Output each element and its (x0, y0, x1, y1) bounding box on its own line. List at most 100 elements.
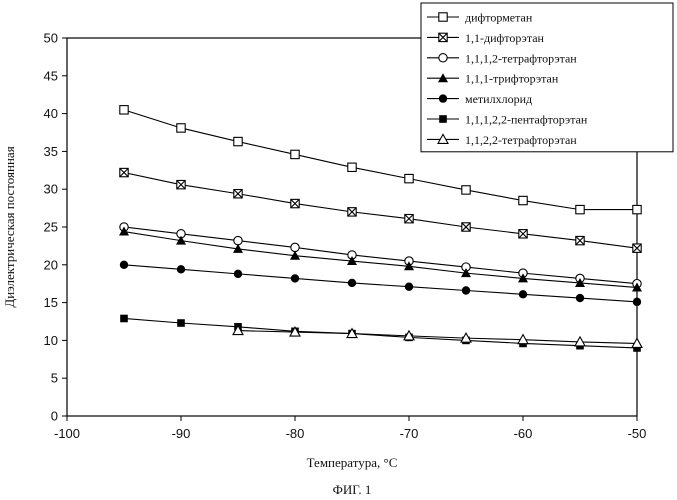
series-line (123, 226, 638, 285)
y-tick-label: 45 (44, 68, 58, 83)
triangle-filled-marker (119, 226, 129, 236)
triangle-open-marker (517, 333, 529, 345)
series-line (237, 330, 638, 344)
circle-open-marker (233, 235, 243, 246)
legend-label: 1,1,1,2,2-пентафторэтан (465, 113, 588, 127)
triangle-open-marker (437, 133, 449, 144)
square-open-marker (119, 105, 129, 115)
series-7 (232, 324, 643, 348)
marker-cross (632, 243, 642, 253)
square-open-marker (176, 123, 186, 133)
series-line (123, 172, 638, 249)
square-cross-marker (233, 188, 243, 199)
x-axis-title: Температура, °С (307, 455, 398, 470)
square-open-marker (575, 204, 585, 215)
triangle-open-marker (403, 329, 415, 341)
square-filled-marker (120, 314, 128, 323)
series-2 (119, 167, 642, 253)
circle-filled-marker (575, 293, 585, 303)
y-tick-label: 5 (51, 371, 58, 386)
circle-filled-marker (233, 269, 243, 279)
legend-entry: 1,1-дифторэтан (427, 31, 545, 45)
legend-box (420, 2, 674, 153)
square-cross-marker (461, 222, 471, 232)
marker-cross (461, 222, 471, 232)
square-cross-marker (632, 243, 642, 253)
square-cross-marker (575, 235, 585, 246)
series-5 (119, 260, 642, 307)
square-open-marker (632, 204, 642, 215)
square-open-marker (233, 136, 243, 147)
marker-cross (438, 32, 448, 42)
legend-entry: 1,1,1-трифторэтан (427, 72, 559, 86)
triangle-filled-marker (632, 282, 642, 292)
square-cross-marker (176, 179, 186, 190)
marker-cross (176, 180, 186, 190)
y-axis-title: Диэлектрическая постоянная (2, 146, 17, 307)
circle-filled-marker (632, 297, 642, 307)
x-tick-label: -80 (286, 426, 305, 441)
x-tick-label: -70 (400, 426, 419, 441)
square-cross-marker (518, 229, 528, 239)
y-tick-label: 50 (44, 31, 58, 46)
marker-cross (575, 236, 585, 246)
legend-label: метилхлорид (465, 92, 532, 106)
marker-cross (404, 214, 414, 224)
y-tick-label: 0 (51, 409, 58, 424)
x-axis: -100 -90 -80 -70 -60 -50 (54, 416, 646, 441)
y-tick-label: 10 (44, 333, 58, 348)
square-cross-marker (404, 213, 414, 224)
circle-filled-marker (176, 265, 186, 274)
square-filled-marker (439, 115, 447, 123)
series-line (123, 109, 637, 211)
marker-cross (347, 207, 357, 217)
square-cross-marker (347, 207, 357, 217)
series-6 (120, 314, 641, 352)
series-line (123, 264, 638, 303)
square-open-marker (461, 185, 471, 195)
square-cross-marker (290, 198, 300, 209)
square-open-marker (438, 12, 448, 22)
triangle-filled-marker (518, 273, 528, 283)
circle-filled-marker (347, 278, 357, 288)
triangle-filled-marker (347, 256, 357, 266)
legend-label: 1,1,1,2-тетрафторэтан (465, 51, 577, 65)
circle-filled-marker (404, 282, 414, 291)
square-open-marker (518, 195, 528, 206)
circle-filled-marker (119, 260, 129, 269)
legend-label: 1,1,1-трифторэтан (465, 72, 559, 86)
square-open-marker (347, 162, 357, 173)
marker-cross (119, 167, 129, 178)
x-tick-label: -60 (514, 426, 533, 441)
marker-cross (290, 198, 300, 209)
circle-filled-marker (518, 290, 528, 299)
legend-entry: дифторметан (427, 11, 533, 25)
square-open-marker (404, 173, 414, 184)
circle-filled-marker (290, 274, 300, 283)
circle-filled-marker (438, 94, 448, 103)
triangle-open-marker (460, 331, 472, 343)
series-layer (119, 105, 643, 352)
marker-cross (518, 229, 528, 239)
series-4 (119, 226, 642, 292)
legend-entry: 1,1,1,2,2-пентафторэтан (427, 113, 588, 127)
legend-label: 1,1,2,2-тетрафторэтан (465, 133, 577, 147)
x-tick-label: -90 (172, 426, 191, 441)
y-tick-label: 15 (44, 295, 58, 310)
triangle-open-marker (346, 327, 358, 339)
legend-entry: метилхлорид (427, 92, 532, 106)
y-tick-label: 35 (44, 144, 58, 159)
triangle-filled-marker (575, 277, 585, 287)
y-tick-label: 30 (44, 182, 58, 197)
square-open-marker (290, 149, 300, 160)
triangle-filled-marker (290, 250, 300, 260)
series-line (123, 230, 638, 289)
series-3 (119, 222, 642, 289)
figure-caption: ФИГ. 1 (333, 482, 372, 497)
y-axis: 0 5 10 15 20 25 30 35 40 45 50 (44, 31, 67, 424)
triangle-filled-marker (404, 261, 414, 271)
series-line (123, 317, 638, 349)
triangle-open-marker (232, 324, 244, 336)
square-filled-marker (177, 319, 185, 327)
y-tick-label: 40 (44, 106, 58, 121)
